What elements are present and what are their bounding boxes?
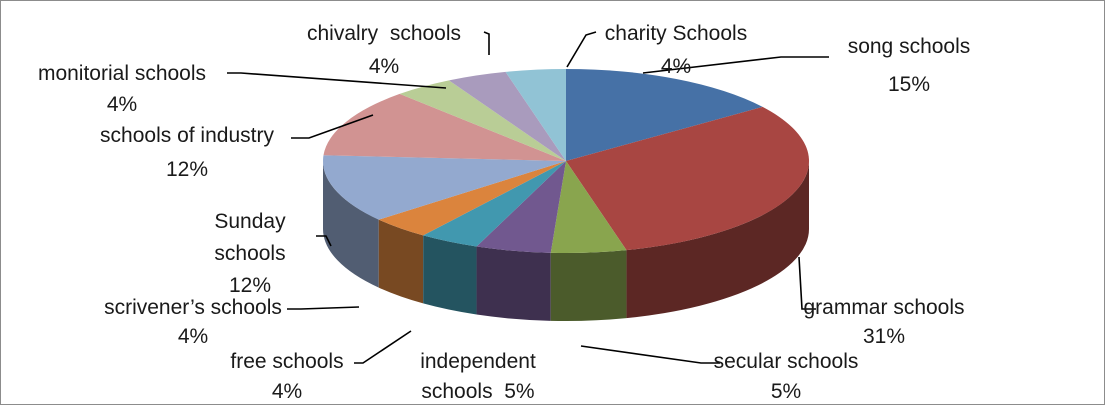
pie-slice-schools-of-industry <box>323 93 566 161</box>
data-label-secular-schools-2: 5% <box>771 380 801 403</box>
pie-slice-sunday-schools <box>323 155 566 220</box>
data-label-song-schools-2: 15% <box>888 73 930 96</box>
pie-slice-monitorial-schools <box>399 80 566 161</box>
data-label-chivalry-schools-1: chivalry schools <box>307 22 461 45</box>
pie-slice-independent-schools <box>476 161 566 253</box>
data-label-free-schools-1: free schools <box>230 350 343 373</box>
pie-side-free-schools <box>423 235 477 315</box>
label-leader-lines <box>227 31 829 364</box>
pie-slice-secular-schools <box>550 161 627 254</box>
data-label-secular-schools-1: secular schools <box>714 350 859 373</box>
data-label-sunday-schools-2: schools <box>214 242 285 265</box>
leader-line-free-schools <box>354 330 412 364</box>
data-label-schools-of-industry-2: 12% <box>166 158 208 181</box>
data-label-charity-schools-1: charity Schools <box>605 22 747 45</box>
data-label-sunday-schools-1: Sunday <box>214 210 286 233</box>
data-label-schools-of-industry-1: schools of industry <box>100 124 274 147</box>
data-label-monitorial-schools-1: monitorial schools <box>38 62 206 85</box>
leader-line-schools-of-industry <box>291 114 374 139</box>
leader-line-chivalry-schools <box>483 31 490 55</box>
pie-side-grammar-schools <box>626 161 809 319</box>
pie-slice-grammar-schools <box>566 106 809 251</box>
pie-side-sunday-schools <box>323 161 379 288</box>
pie-top-faces <box>323 69 809 254</box>
data-label-song-schools-1: song schools <box>848 35 971 58</box>
data-labels: song schools 15% grammar schools 31%secular… <box>38 22 970 403</box>
leader-line-secular-schools <box>580 345 720 364</box>
pie-slice-song-schools <box>566 69 763 161</box>
leader-line-monitorial-schools <box>227 72 447 89</box>
leader-line-scrivener-s-schools <box>287 306 360 310</box>
data-label-independent-schools-2: schools 5% <box>421 380 534 403</box>
data-label-sunday-schools-3: 12% <box>229 274 271 297</box>
leader-line-song-schools <box>642 56 829 74</box>
leader-line-grammar-schools <box>798 256 816 310</box>
pie-slice-chivalry-schools <box>448 71 566 161</box>
data-label-charity-schools-2: 4% <box>661 55 691 78</box>
leader-line-charity-schools <box>566 31 597 68</box>
pie-side-independent-schools <box>476 246 551 321</box>
data-label-grammar-schools-1: grammar schools <box>803 296 964 319</box>
data-label-chivalry-schools-2: 4% <box>369 55 399 78</box>
data-label-scrivener-s-schools-2: 4% <box>178 325 208 348</box>
pie-slice-charity-schools <box>505 69 566 161</box>
pie-side-secular-schools <box>550 250 627 321</box>
pie-slice-free-schools <box>423 161 566 247</box>
leader-line-sunday-schools <box>316 235 332 247</box>
data-label-independent-schools-1: independent <box>420 350 536 373</box>
pie-slice-scrivener-s-schools <box>378 161 566 236</box>
pie-side-walls <box>323 161 809 321</box>
data-label-grammar-schools-2: 31% <box>863 325 905 348</box>
data-label-scrivener-s-schools-1: scrivener’s schools <box>104 296 282 319</box>
data-label-free-schools-2: 4% <box>272 380 302 403</box>
data-label-monitorial-schools-2: 4% <box>107 93 137 116</box>
pie-side-scrivener-s-schools <box>378 219 424 304</box>
